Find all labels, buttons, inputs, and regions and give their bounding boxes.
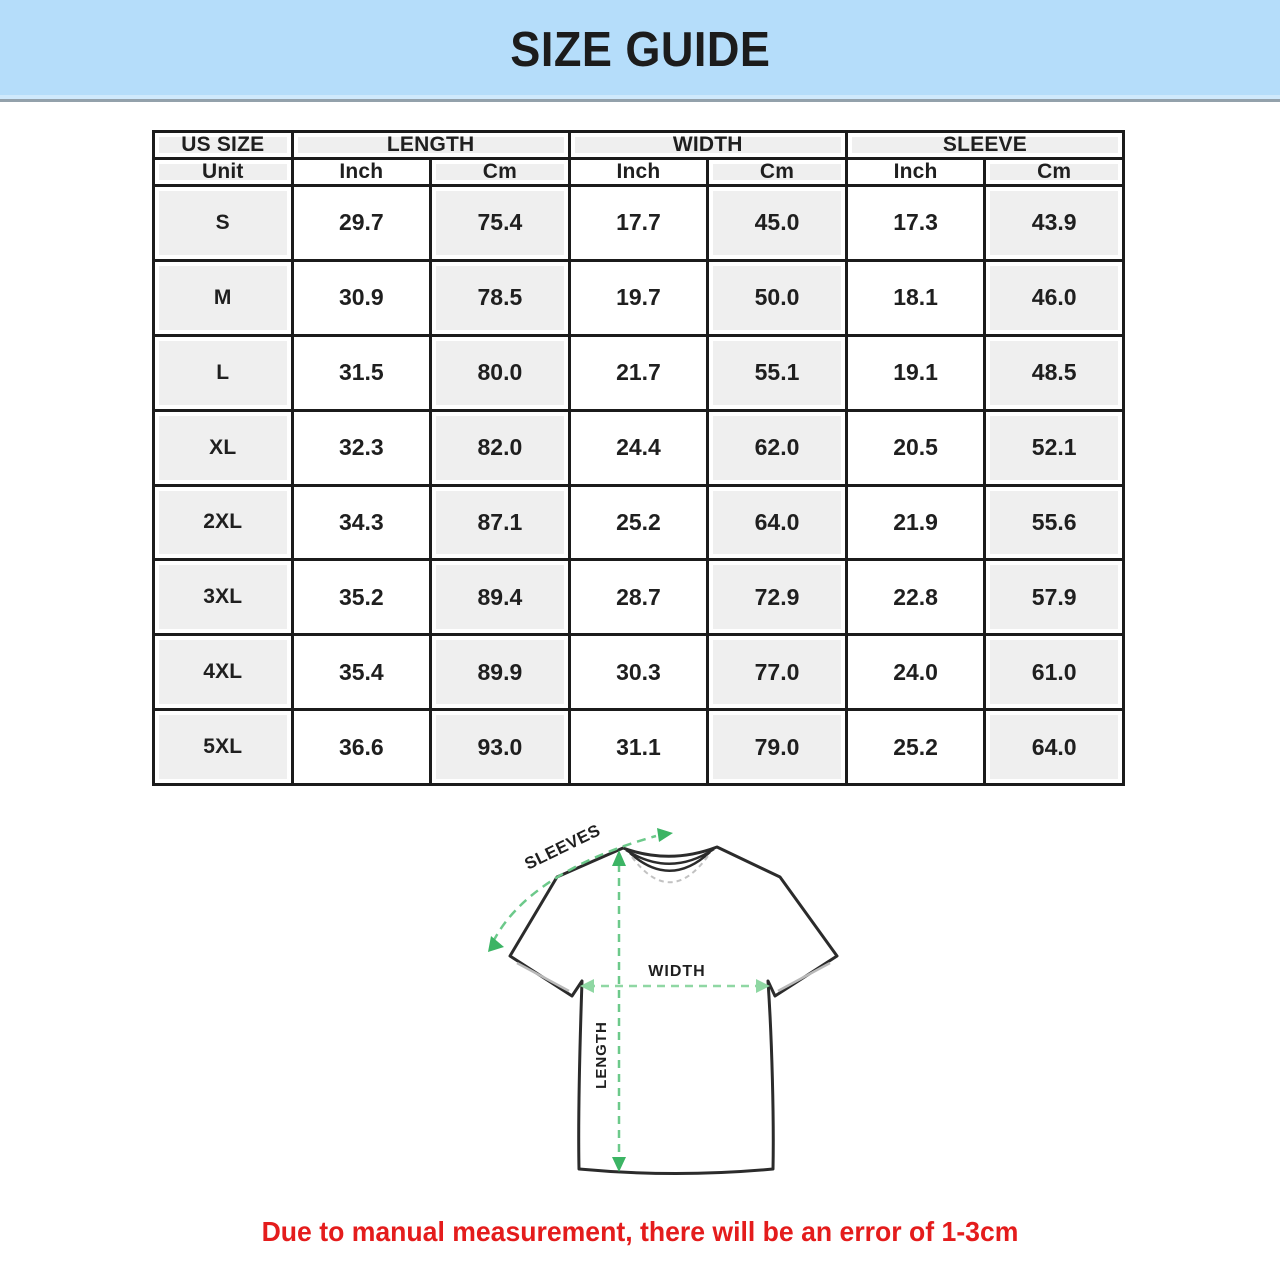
measurement-disclaimer: Due to manual measurement, there will be… xyxy=(261,1216,1019,1247)
value-cell: 29.7 xyxy=(290,184,433,262)
table-row: 5XL 36.6 93.0 31.1 79.0 25.2 64.0 xyxy=(152,708,1125,786)
value-cell: 79.0 xyxy=(706,708,848,786)
value-cell: 61.0 xyxy=(983,633,1125,712)
title-banner: SIZE GUIDE xyxy=(0,0,1280,102)
value-cell: 46.0 xyxy=(983,258,1125,337)
value-cell: 89.4 xyxy=(429,558,571,637)
value-cell: 30.3 xyxy=(567,633,710,712)
unit-cell-sleeve-inch: Inch xyxy=(844,157,987,187)
value-cell: 82.0 xyxy=(429,408,571,487)
value-cell: 55.6 xyxy=(983,483,1125,562)
tshirt-diagram-svg: SLEEVES WIDTH LENGTH xyxy=(488,821,839,1175)
sleeves-measure-line xyxy=(491,834,657,943)
table-row: M 30.9 78.5 19.7 50.0 18.1 46.0 xyxy=(152,258,1125,337)
length-arrow-bottom-icon xyxy=(612,1157,626,1172)
tshirt-measurement-diagram: SLEEVES WIDTH LENGTH xyxy=(460,820,860,1192)
collar-line xyxy=(629,851,711,872)
value-cell: 28.7 xyxy=(567,558,710,637)
size-label-cell: XL xyxy=(152,408,294,487)
value-cell: 30.9 xyxy=(290,258,433,337)
value-cell: 80.0 xyxy=(429,333,571,412)
length-label: LENGTH xyxy=(593,1021,610,1089)
size-label-cell: 3XL xyxy=(152,558,294,637)
value-cell: 21.9 xyxy=(844,483,987,562)
value-cell: 93.0 xyxy=(429,708,571,786)
width-arrow-left-icon xyxy=(580,979,594,993)
column-header-sleeve: SLEEVE xyxy=(844,130,1126,160)
column-group-row: US SIZE LENGTH WIDTH SLEEVE xyxy=(152,130,1126,160)
size-label-cell: 5XL xyxy=(152,708,294,786)
size-label-cell: 2XL xyxy=(152,483,294,562)
size-label-cell: M xyxy=(152,258,294,337)
value-cell: 64.0 xyxy=(983,708,1125,786)
column-header-length: LENGTH xyxy=(290,130,571,160)
table-row: XL 32.3 82.0 24.4 62.0 20.5 52.1 xyxy=(152,408,1125,487)
value-cell: 45.0 xyxy=(706,184,848,262)
value-cell: 22.8 xyxy=(844,558,987,637)
value-cell: 75.4 xyxy=(429,184,571,262)
value-cell: 24.0 xyxy=(844,633,987,712)
value-cell: 20.5 xyxy=(844,408,987,487)
value-cell: 78.5 xyxy=(429,258,571,337)
size-label-cell: S xyxy=(152,184,294,262)
collar-shadow-dashed xyxy=(631,855,709,884)
left-cuff-seam xyxy=(516,961,570,993)
unit-row: Unit Inch Cm Inch Cm Inch Cm xyxy=(152,157,1125,187)
value-cell: 25.2 xyxy=(844,708,987,786)
value-cell: 36.6 xyxy=(290,708,433,786)
value-cell: 50.0 xyxy=(706,258,848,337)
size-label-cell: 4XL xyxy=(152,633,294,712)
collar-line xyxy=(625,847,715,865)
value-cell: 77.0 xyxy=(706,633,848,712)
unit-label-cell: Unit xyxy=(152,157,294,187)
column-header-us-size: US SIZE xyxy=(152,130,294,160)
value-cell: 19.1 xyxy=(844,333,987,412)
value-cell: 43.9 xyxy=(983,184,1125,262)
table-row: 2XL 34.3 87.1 25.2 64.0 21.9 55.6 xyxy=(152,483,1125,562)
value-cell: 89.9 xyxy=(429,633,571,712)
size-label-cell: L xyxy=(152,333,294,412)
value-cell: 32.3 xyxy=(290,408,433,487)
value-cell: 55.1 xyxy=(706,333,848,412)
table-row: L 31.5 80.0 21.7 55.1 19.1 48.5 xyxy=(152,333,1125,412)
value-cell: 19.7 xyxy=(567,258,710,337)
value-cell: 35.4 xyxy=(290,633,433,712)
value-cell: 87.1 xyxy=(429,483,571,562)
value-cell: 62.0 xyxy=(706,408,848,487)
value-cell: 21.7 xyxy=(567,333,710,412)
unit-cell-length-cm: Cm xyxy=(429,157,571,187)
right-cuff-seam xyxy=(777,961,831,993)
value-cell: 72.9 xyxy=(706,558,848,637)
unit-cell-width-inch: Inch xyxy=(567,157,710,187)
width-label: WIDTH xyxy=(648,963,705,980)
width-arrow-right-icon xyxy=(756,979,770,993)
table-row: 4XL 35.4 89.9 30.3 77.0 24.0 61.0 xyxy=(152,633,1125,712)
length-arrow-top-icon xyxy=(612,850,626,866)
value-cell: 35.2 xyxy=(290,558,433,637)
unit-cell-sleeve-cm: Cm xyxy=(983,157,1125,187)
size-chart-table: US SIZE LENGTH WIDTH SLEEVE Unit Inch Cm… xyxy=(152,130,1126,786)
sleeves-arrow-start-icon xyxy=(488,936,504,952)
table-row: S 29.7 75.4 17.7 45.0 17.3 43.9 xyxy=(152,184,1125,262)
column-header-width: WIDTH xyxy=(567,130,848,160)
value-cell: 31.5 xyxy=(290,333,433,412)
value-cell: 25.2 xyxy=(567,483,710,562)
value-cell: 57.9 xyxy=(983,558,1125,637)
value-cell: 34.3 xyxy=(290,483,433,562)
value-cell: 64.0 xyxy=(706,483,848,562)
value-cell: 17.7 xyxy=(567,184,710,262)
value-cell: 18.1 xyxy=(844,258,987,337)
page-title: SIZE GUIDE xyxy=(509,22,771,77)
value-cell: 48.5 xyxy=(983,333,1125,412)
unit-cell-length-inch: Inch xyxy=(290,157,433,187)
tshirt-outline xyxy=(508,845,839,1175)
unit-cell-width-cm: Cm xyxy=(706,157,848,187)
value-cell: 52.1 xyxy=(983,408,1125,487)
value-cell: 17.3 xyxy=(844,184,987,262)
value-cell: 31.1 xyxy=(567,708,710,786)
sleeves-arrow-end-icon xyxy=(657,828,673,842)
table-row: 3XL 35.2 89.4 28.7 72.9 22.8 57.9 xyxy=(152,558,1125,637)
value-cell: 24.4 xyxy=(567,408,710,487)
